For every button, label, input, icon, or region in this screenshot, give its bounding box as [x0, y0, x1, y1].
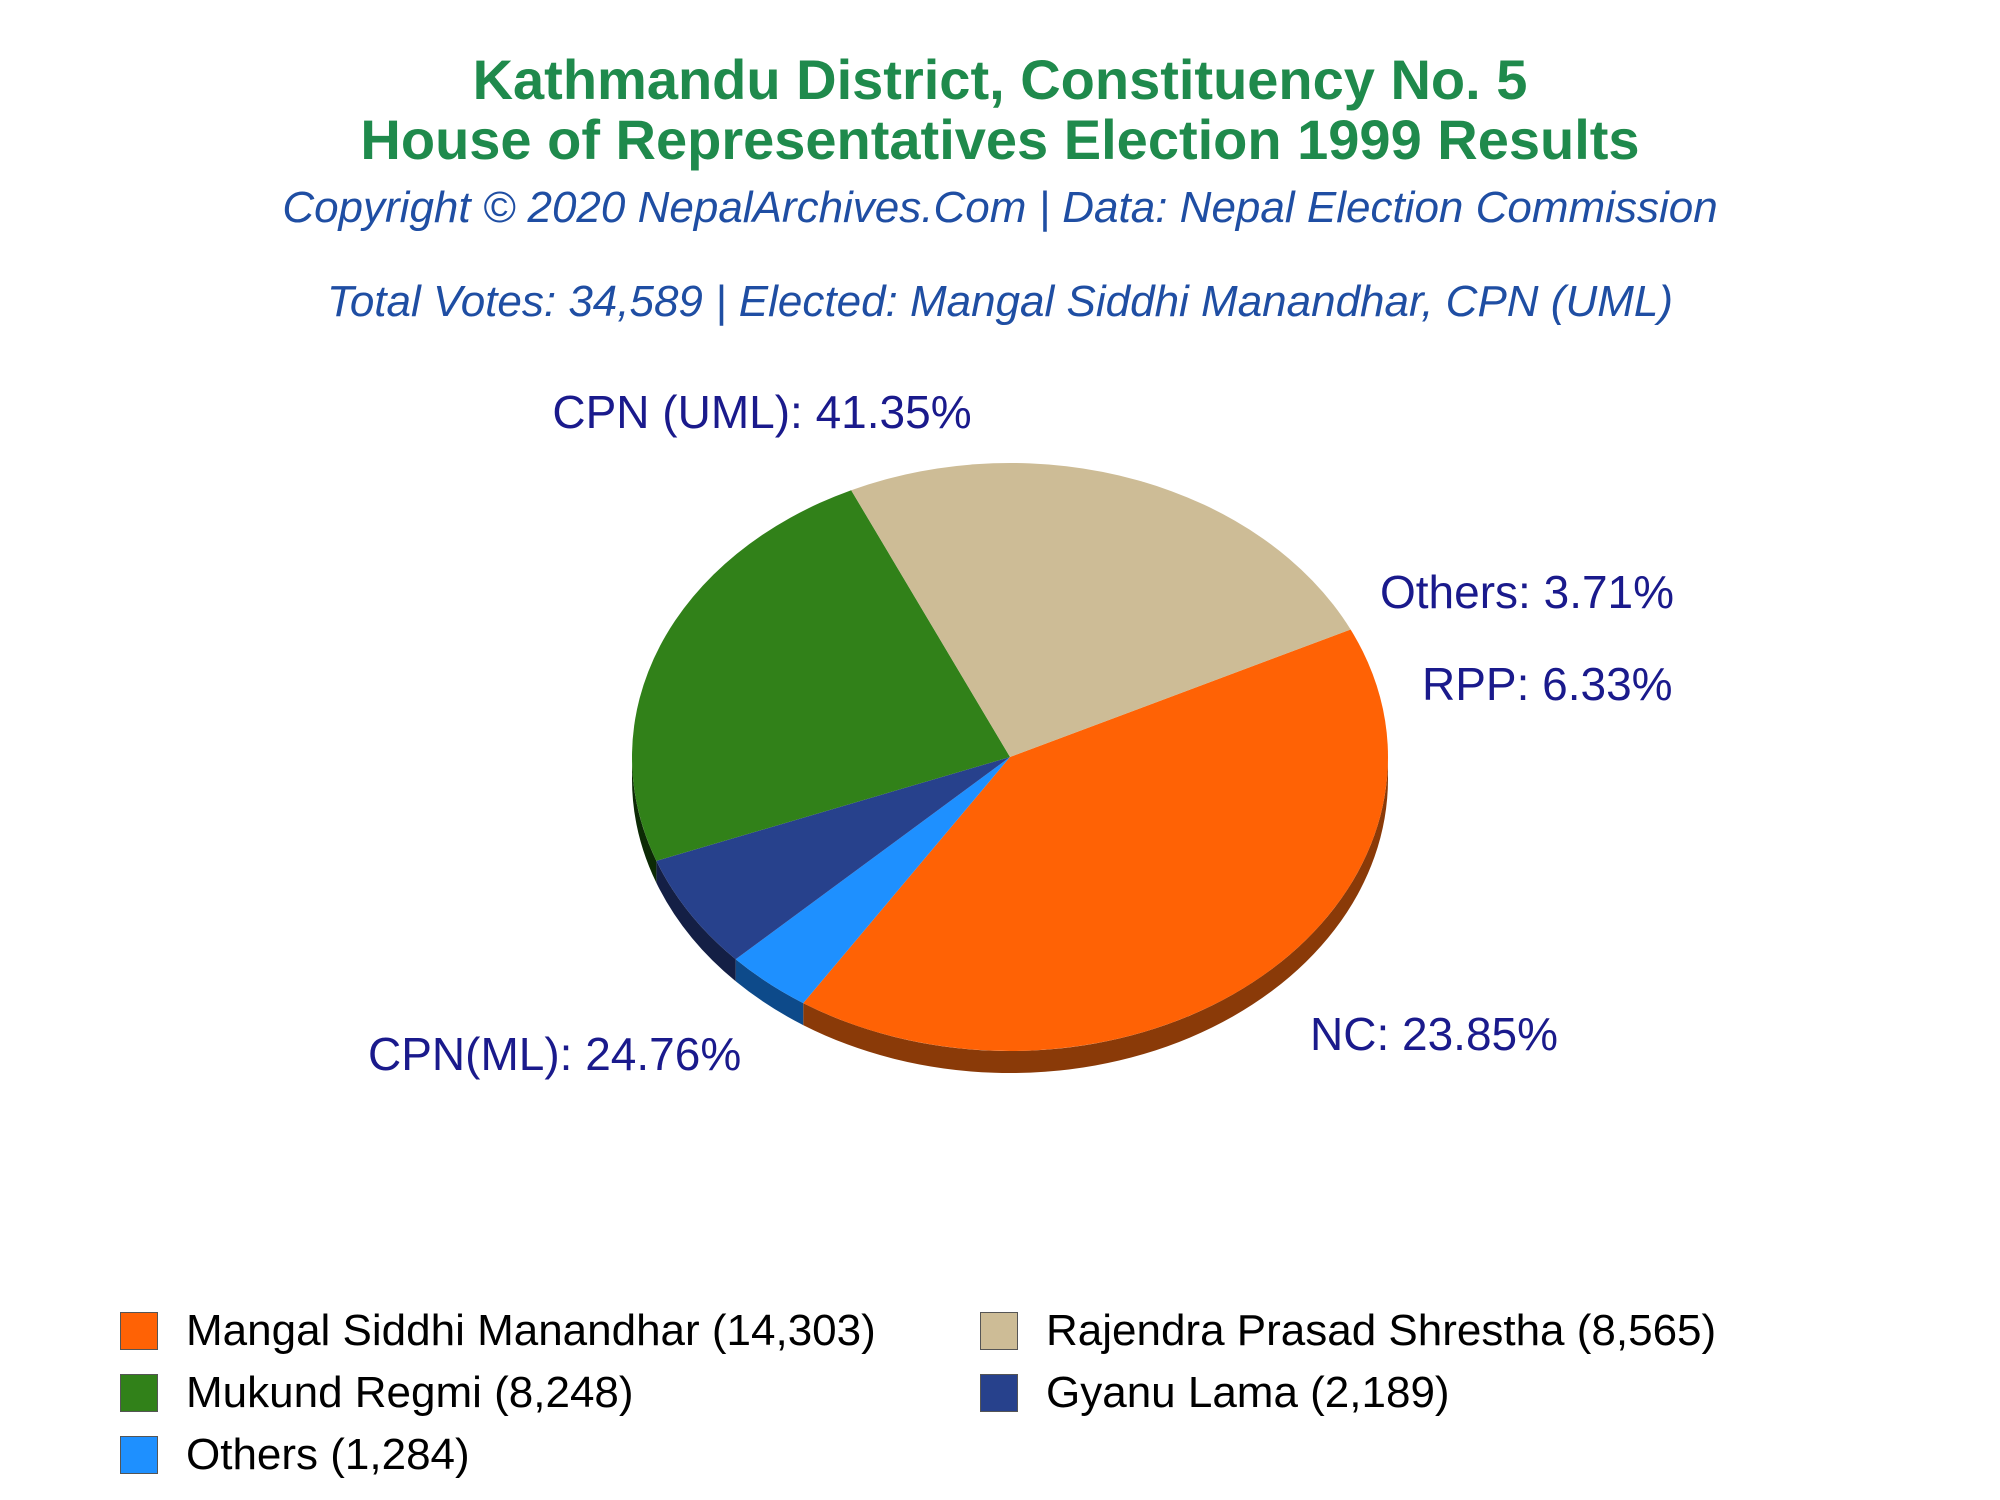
legend-item-others[interactable]: Others (1,284)	[120, 1430, 470, 1480]
slice-label-rpp: RPP: 6.33%	[1422, 658, 1673, 710]
pie-3d-sides	[632, 757, 1388, 1073]
legend-label: Mangal Siddhi Manandhar (14,303)	[186, 1306, 876, 1355]
pie-slice-nc[interactable]	[632, 490, 1010, 861]
legend-label: Rajendra Prasad Shrestha (8,565)	[1046, 1306, 1717, 1355]
legend-swatch	[980, 1374, 1018, 1412]
legend-swatch	[120, 1436, 158, 1474]
legend-item-nc[interactable]: Mukund Regmi (8,248)	[120, 1368, 634, 1418]
pie-side-rpp	[656, 860, 736, 982]
chart-title-line-1: Kathmandu District, Constituency No. 5	[472, 48, 1528, 111]
legend-swatch	[120, 1312, 158, 1350]
pie-slices	[632, 463, 1388, 1051]
summary-text: Total Votes: 34,589 | Elected: Mangal Si…	[326, 277, 1674, 326]
slice-label-cpn-ml: CPN(ML): 24.76%	[368, 1028, 741, 1080]
legend-label: Gyanu Lama (2,189)	[1046, 1368, 1450, 1417]
legend-item-rpp[interactable]: Gyanu Lama (2,189)	[980, 1368, 1450, 1418]
slice-label-nc: NC: 23.85%	[1310, 1008, 1558, 1060]
slice-label-others: Others: 3.71%	[1380, 566, 1674, 618]
pie-side-nc	[632, 757, 657, 883]
legend-swatch	[120, 1374, 158, 1412]
legend-swatch	[980, 1312, 1018, 1350]
pie-slice-rpp[interactable]	[656, 757, 1010, 960]
pie-side-cpn-uml	[803, 757, 1388, 1073]
legend-item-cpn-uml[interactable]: Mangal Siddhi Manandhar (14,303)	[120, 1306, 876, 1356]
pie-slice-cpn-uml[interactable]	[803, 629, 1388, 1051]
legend-label: Others (1,284)	[186, 1430, 470, 1479]
pie-side-others	[735, 959, 804, 1026]
slice-labels: CPN (UML): 41.35% Others: 3.71% RPP: 6.33%…	[368, 386, 1674, 1080]
legend-item-cpn-ml[interactable]: Rajendra Prasad Shrestha (8,565)	[980, 1306, 1716, 1356]
pie-slice-others[interactable]	[735, 757, 1010, 1004]
legend-label: Mukund Regmi (8,248)	[186, 1368, 634, 1417]
copyright-text: Copyright © 2020 NepalArchives.Com | Dat…	[282, 183, 1718, 232]
slice-label-cpn-uml: CPN (UML): 41.35%	[552, 386, 971, 438]
pie-slice-cpn-ml[interactable]	[851, 463, 1351, 757]
chart-title-line-2: House of Representatives Election 1999 R…	[360, 108, 1640, 171]
